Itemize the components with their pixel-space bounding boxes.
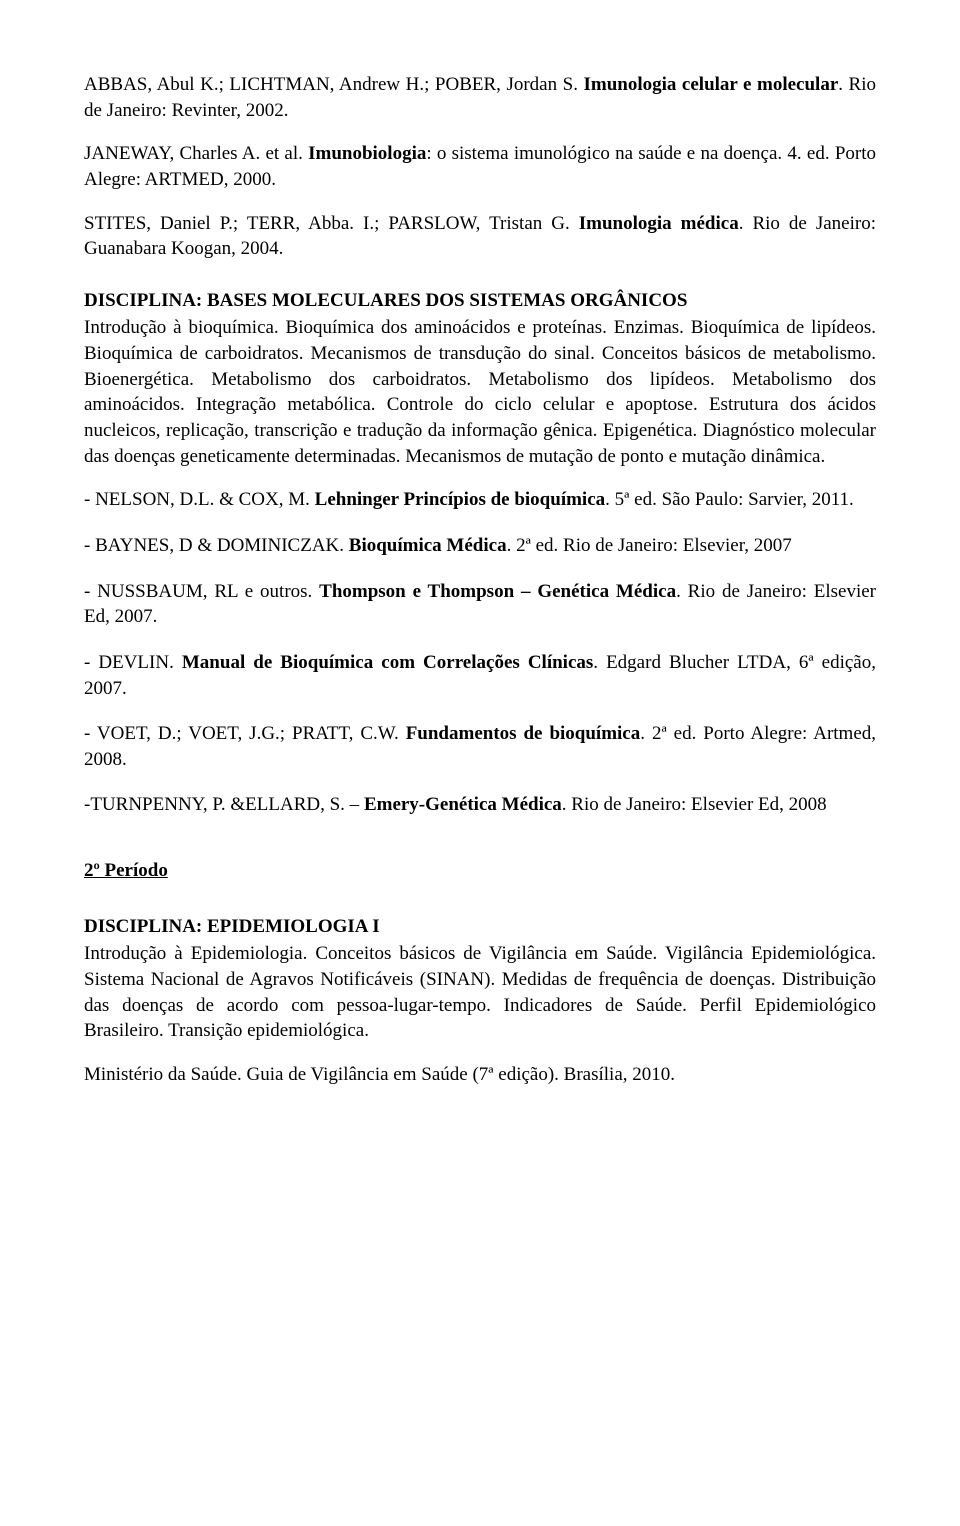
ref-text: -TURNPENNY, P. &ELLARD, S. –: [84, 794, 364, 815]
discipline-body: Introdução à Epidemiologia. Conceitos bá…: [84, 941, 876, 1044]
ref-text: . Rio de Janeiro: Elsevier Ed, 2008: [562, 794, 827, 815]
ref-title: Thompson e Thompson – Genética Médica: [319, 581, 676, 602]
ref-title: Manual de Bioquímica com Correlações Clí…: [182, 652, 593, 673]
document-page: ABBAS, Abul K.; LICHTMAN, Andrew H.; POB…: [0, 0, 960, 1160]
ref-title: Imunologia médica: [579, 213, 739, 234]
reference-nelson: - NELSON, D.L. & COX, M. Lehninger Princ…: [84, 487, 876, 513]
ref-text: STITES, Daniel P.; TERR, Abba. I.; PARSL…: [84, 213, 579, 234]
reference-stites: STITES, Daniel P.; TERR, Abba. I.; PARSL…: [84, 211, 876, 262]
period-heading: 2º Período: [84, 858, 876, 884]
ref-text: JANEWAY, Charles A. et al.: [84, 143, 308, 164]
ref-text: Ministério da Saúde.: [84, 1064, 247, 1085]
ref-title: Imunobiologia: [308, 143, 426, 164]
ref-text: - DEVLIN.: [84, 652, 182, 673]
ref-text: - BAYNES, D & DOMINICZAK.: [84, 535, 349, 556]
ref-title: Fundamentos de bioquímica: [406, 723, 641, 744]
discipline-heading-epidemiologia: DISCIPLINA: EPIDEMIOLOGIA I: [84, 914, 876, 940]
discipline-body: Introdução à bioquímica. Bioquímica dos …: [84, 315, 876, 469]
ref-title: Emery-Genética Médica: [364, 794, 562, 815]
ref-text: - VOET, D.; VOET, J.G.; PRATT, C.W.: [84, 723, 406, 744]
ref-text: ABBAS, Abul K.; LICHTMAN, Andrew H.; POB…: [84, 74, 583, 95]
reference-janeway: JANEWAY, Charles A. et al. Imunobiologia…: [84, 141, 876, 192]
ref-text: . 2ª ed. Rio de Janeiro: Elsevier, 2007: [507, 535, 792, 556]
reference-nussbaum: - NUSSBAUM, RL e outros. Thompson e Thom…: [84, 579, 876, 630]
reference-devlin: - DEVLIN. Manual de Bioquímica com Corre…: [84, 650, 876, 701]
ref-title: Imunologia celular e molecular: [583, 74, 838, 95]
ref-title: Bioquímica Médica: [349, 535, 507, 556]
ref-text: . 5ª ed. São Paulo: Sarvier, 2011.: [605, 489, 854, 510]
discipline-heading-bases-moleculares: DISCIPLINA: BASES MOLECULARES DOS SISTEM…: [84, 288, 876, 314]
ref-title: Lehninger Princípios de bioquímica: [315, 489, 606, 510]
reference-abbas: ABBAS, Abul K.; LICHTMAN, Andrew H.; POB…: [84, 72, 876, 123]
reference-voet: - VOET, D.; VOET, J.G.; PRATT, C.W. Fund…: [84, 721, 876, 772]
ref-text: Guia de Vigilância em Saúde (7ª edição).…: [247, 1064, 675, 1085]
ref-text: - NELSON, D.L. & COX, M.: [84, 489, 315, 510]
reference-ministerio-saude: Ministério da Saúde. Guia de Vigilância …: [84, 1062, 876, 1088]
reference-turnpenny: -TURNPENNY, P. &ELLARD, S. – Emery-Genét…: [84, 792, 876, 818]
ref-text: - NUSSBAUM, RL e outros.: [84, 581, 319, 602]
reference-baynes: - BAYNES, D & DOMINICZAK. Bioquímica Méd…: [84, 533, 876, 559]
